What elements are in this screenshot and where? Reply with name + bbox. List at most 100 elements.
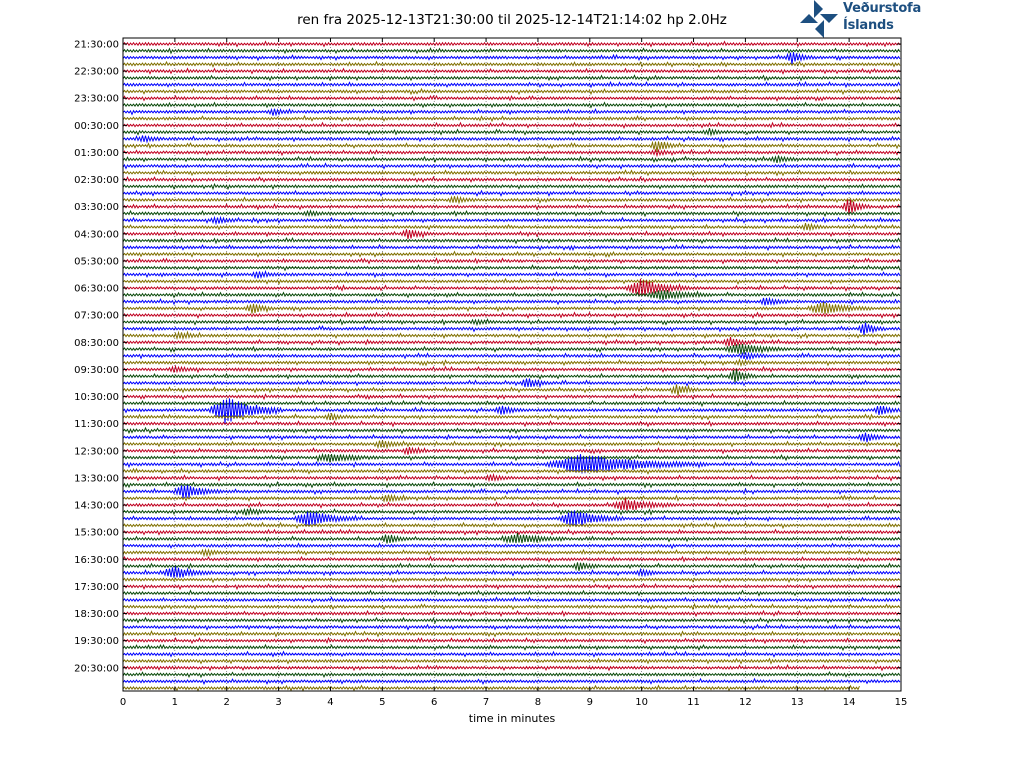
y-tick-label: 01:30:00 (74, 148, 119, 159)
seismic-trace (122, 623, 901, 631)
seismic-trace (122, 562, 901, 572)
seismic-trace (122, 467, 901, 475)
seismic-trace (122, 311, 901, 319)
seismic-trace (122, 40, 901, 48)
seismic-trace (122, 114, 901, 123)
x-tick-label: 8 (535, 697, 541, 708)
x-axis: 0 1 2 3 4 5 6 7 8 9 10 11 12 13 14 15 (120, 38, 908, 708)
seismic-trace (122, 302, 901, 315)
seismic-trace (122, 670, 901, 679)
x-tick-label: 15 (895, 697, 908, 708)
seismic-trace (122, 317, 901, 327)
chart-title: ren fra 2025-12-13T21:30:00 til 2025-12-… (297, 12, 727, 28)
logo-line2: Íslands (843, 18, 894, 33)
seismic-trace (122, 351, 901, 361)
seismic-trace (122, 555, 901, 564)
seismic-trace (122, 47, 901, 55)
x-tick-label: 7 (483, 697, 489, 708)
seismic-trace (122, 121, 901, 129)
y-tick-label: 08:30:00 (74, 338, 119, 349)
y-tick-label: 00:30:00 (74, 121, 119, 132)
seismic-trace (122, 677, 901, 686)
seismic-trace (122, 657, 901, 665)
y-tick-label: 22:30:00 (74, 67, 119, 78)
seismic-trace (122, 664, 901, 672)
seismic-trace (122, 576, 901, 584)
seismic-trace (122, 289, 901, 301)
y-tick-label: 06:30:00 (74, 284, 119, 295)
gridlines (174, 38, 850, 691)
seismic-trace (122, 60, 901, 69)
x-tick-label: 13 (791, 697, 804, 708)
seismic-trace (122, 52, 901, 65)
logo-line1: Veðurstofa (843, 1, 922, 16)
seismic-trace (122, 480, 901, 489)
seismic-trace (122, 80, 901, 89)
seismic-trace (122, 135, 901, 144)
y-tick-label: 14:30:00 (74, 501, 119, 512)
seismic-trace (122, 384, 901, 396)
seismic-trace (122, 195, 901, 205)
seismic-trace (122, 609, 901, 618)
seismic-trace (122, 589, 901, 597)
seismic-trace (122, 277, 901, 285)
x-axis-label: time in minutes (469, 712, 556, 725)
seismic-trace (122, 264, 901, 272)
seismic-trace (122, 67, 901, 75)
y-tick-label: 11:30:00 (74, 419, 119, 430)
seismic-trace (122, 446, 901, 456)
seismic-trace (122, 528, 901, 536)
seismic-trace (122, 140, 901, 153)
seismic-trace (122, 322, 901, 335)
seismic-trace (122, 532, 901, 545)
seismic-trace (122, 243, 901, 252)
y-tick-label: 09:30:00 (74, 365, 119, 376)
seismic-trace (122, 278, 901, 297)
y-tick-label: 20:30:00 (74, 663, 119, 674)
y-tick-label: 03:30:00 (74, 202, 119, 213)
x-tick-label: 14 (843, 697, 856, 708)
seismic-trace (122, 420, 901, 428)
seismic-trace (122, 602, 901, 611)
seismic-trace (122, 398, 901, 424)
seismic-trace (122, 222, 901, 232)
seismic-trace (122, 616, 901, 625)
seismic-trace (122, 472, 901, 483)
logo-mark-icon (800, 0, 838, 38)
seismic-trace (122, 378, 901, 389)
seismic-trace (122, 148, 901, 158)
seismic-trace (122, 74, 901, 82)
seismic-trace (122, 250, 901, 258)
seismic-trace (122, 182, 901, 191)
seismic-trace (122, 107, 901, 117)
y-tick-label: 15:30:00 (74, 528, 119, 539)
seismic-trace (122, 199, 901, 215)
y-tick-label: 02:30:00 (74, 175, 119, 186)
x-tick-label: 12 (739, 697, 752, 708)
y-tick-label: 12:30:00 (74, 446, 119, 457)
seismic-trace (122, 485, 901, 499)
y-tick-label: 23:30:00 (74, 94, 119, 105)
seismic-trace (122, 452, 901, 463)
seismic-trace (122, 506, 901, 517)
x-tick-label: 5 (379, 697, 385, 708)
seismic-trace (122, 236, 901, 245)
x-tick-label: 1 (172, 697, 178, 708)
seismic-trace (122, 162, 901, 170)
seismic-trace (122, 336, 901, 347)
seismic-trace (122, 229, 901, 240)
seismic-trace (122, 128, 901, 137)
seismic-trace (122, 155, 901, 164)
seismic-trace (122, 169, 901, 177)
y-tick-label: 16:30:00 (74, 555, 119, 566)
seismic-trace (122, 392, 901, 401)
seismic-trace (122, 364, 901, 374)
seismic-trace (122, 454, 901, 474)
seismic-trace (122, 343, 901, 355)
x-tick-label: 10 (635, 697, 648, 708)
seismic-trace (122, 175, 901, 184)
y-tick-label: 21:30:00 (74, 40, 119, 51)
x-tick-label: 3 (275, 697, 281, 708)
x-tick-label: 2 (224, 697, 230, 708)
